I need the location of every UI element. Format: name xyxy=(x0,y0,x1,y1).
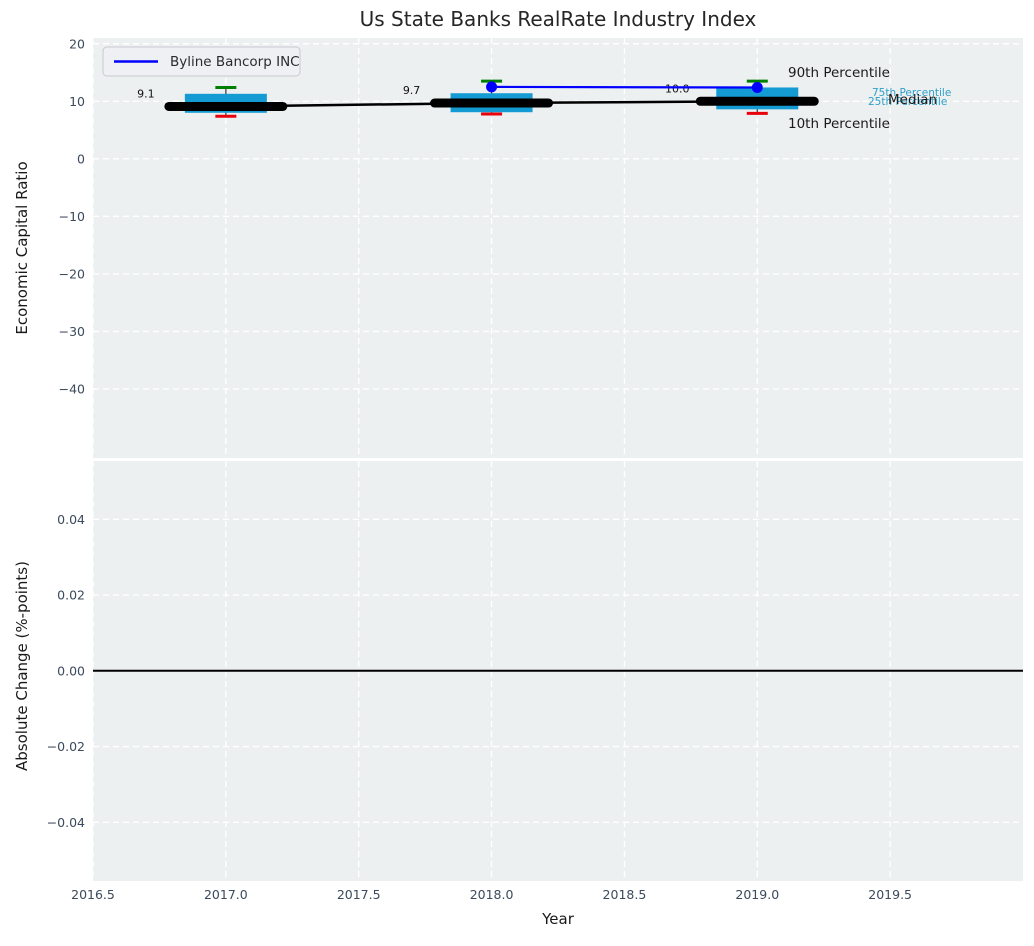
xtick-label: 2019.5 xyxy=(868,887,912,902)
xtick-label: 2017.0 xyxy=(204,887,248,902)
median-value-label: 9.1 xyxy=(137,87,155,100)
annotation-median: Median xyxy=(888,92,937,108)
ytick-label: 10 xyxy=(69,94,85,109)
series-point-2018 xyxy=(486,81,498,93)
annotation-25th-percentile: 25th Percentile xyxy=(868,96,947,108)
ytick-label: −40 xyxy=(59,381,85,396)
median-value-label: 9.7 xyxy=(403,84,421,97)
xtick-label: 2018.5 xyxy=(603,887,647,902)
xtick-label: 2017.5 xyxy=(337,887,381,902)
ytick-label: 0 xyxy=(77,151,85,166)
ytick-label: −0.04 xyxy=(47,815,85,830)
xtick-label: 2019.0 xyxy=(735,887,779,902)
ytick-label: 0.04 xyxy=(57,512,85,527)
y-axis-label-bottom: Absolute Change (%-points) xyxy=(13,561,31,771)
boxplot-2019 xyxy=(695,79,819,115)
y-axis-label-top: Economic Capital Ratio xyxy=(13,161,31,334)
legend-label: Byline Bancorp INC xyxy=(170,54,300,70)
series-point-2019 xyxy=(751,81,763,93)
annotation-90th-percentile: 90th Percentile xyxy=(788,65,890,81)
ytick-label: −10 xyxy=(59,209,85,224)
legend: Byline Bancorp INC xyxy=(102,46,301,77)
ytick-label: −20 xyxy=(59,266,85,281)
ytick-label: 0.02 xyxy=(57,588,85,603)
ytick-label: 0.00 xyxy=(57,663,85,678)
xtick-label: 2016.5 xyxy=(71,887,115,902)
median-value-label: 10.0 xyxy=(665,82,690,95)
series-line-byline xyxy=(491,85,758,89)
annotation-10th-percentile: 10th Percentile xyxy=(788,116,890,132)
annotation-75th-percentile: 75th Percentile xyxy=(872,87,951,99)
x-axis-label: Year xyxy=(541,910,575,928)
chart-title: Us State Banks RealRate Industry Index xyxy=(360,7,757,31)
boxplot-2017 xyxy=(164,85,288,118)
ytick-label: 20 xyxy=(69,36,85,51)
xtick-label: 2018.0 xyxy=(470,887,514,902)
ytick-label: −30 xyxy=(59,324,85,339)
legend-box xyxy=(102,46,301,77)
ytick-label: −0.02 xyxy=(47,739,85,754)
